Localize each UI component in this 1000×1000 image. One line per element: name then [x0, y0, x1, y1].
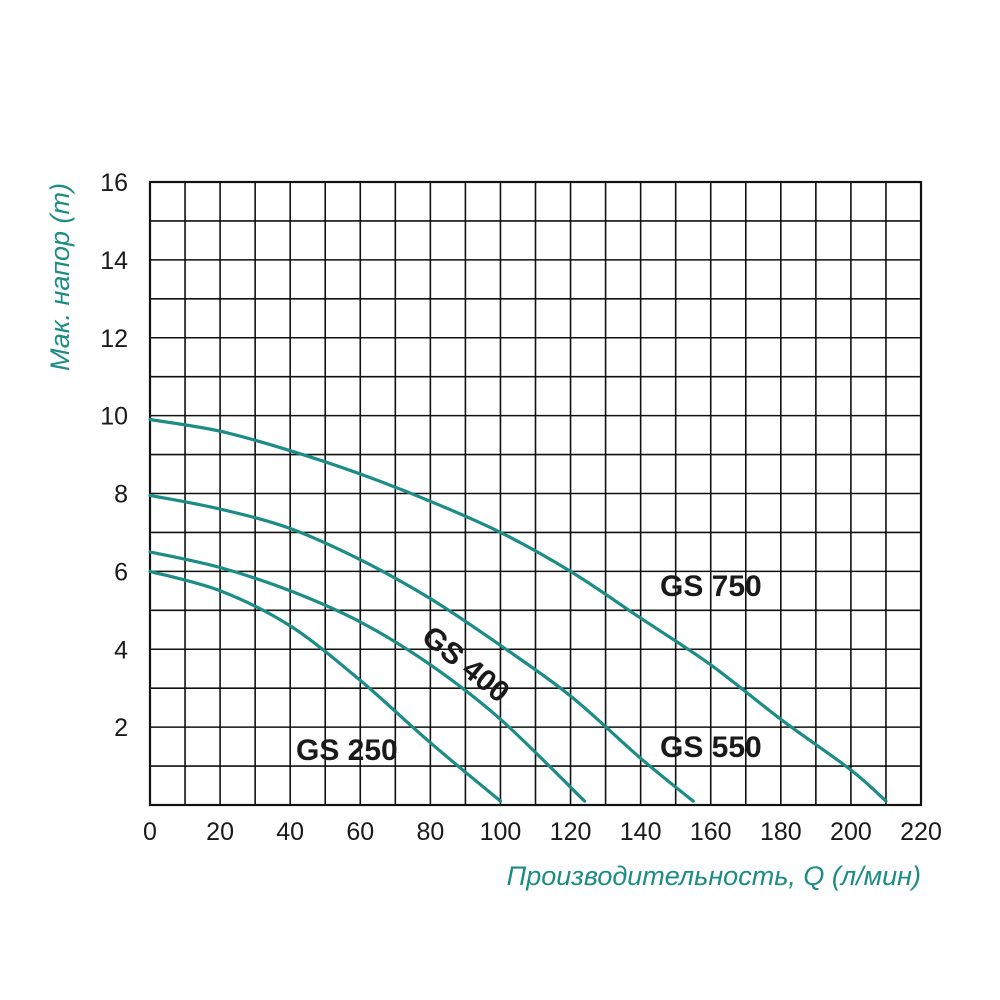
x-tick-label: 40 [276, 818, 304, 846]
x-tick-label: 60 [346, 818, 374, 846]
y-tick-labels: 2 4 6 8 10 12 14 16 [100, 169, 128, 742]
x-tick-label: 220 [900, 818, 942, 846]
series-line-gs-550 [148, 493, 695, 803]
x-tick-label: 140 [620, 818, 662, 846]
y-tick-label: 8 [114, 481, 128, 509]
y-axis-title: Мак. напор (m) [45, 183, 75, 371]
series-line-gs-750 [148, 417, 888, 803]
x-tick-label: 0 [143, 818, 157, 846]
series-label-gs-250: GS 250 [296, 734, 398, 767]
x-tick-label: 200 [830, 818, 872, 846]
y-tick-label: 2 [114, 714, 128, 742]
y-tick-label: 16 [100, 169, 128, 197]
x-tick-label: 80 [416, 818, 444, 846]
plot-frame [148, 180, 923, 807]
curves [148, 417, 888, 803]
series-label-gs-750: GS 750 [660, 570, 762, 603]
x-tick-label: 180 [760, 818, 802, 846]
y-tick-label: 12 [100, 325, 128, 353]
y-tick-label: 10 [100, 403, 128, 431]
x-tick-label: 100 [480, 818, 522, 846]
x-axis-title: Производительность, Q (л/мин) [507, 861, 921, 891]
x-tick-labels: 0 20 40 60 80 100 120 140 160 180 200 220 [143, 818, 942, 846]
x-tick-label: 160 [690, 818, 732, 846]
y-tick-label: 14 [100, 247, 128, 275]
y-tick-label: 4 [114, 636, 128, 664]
x-tick-label: 120 [550, 818, 592, 846]
x-tick-label: 20 [206, 818, 234, 846]
grid [148, 180, 923, 807]
y-tick-label: 6 [114, 558, 128, 586]
series-line-gs-400 [148, 550, 587, 803]
series-label-gs-550: GS 550 [660, 731, 762, 764]
series-line-gs-250 [148, 569, 503, 803]
